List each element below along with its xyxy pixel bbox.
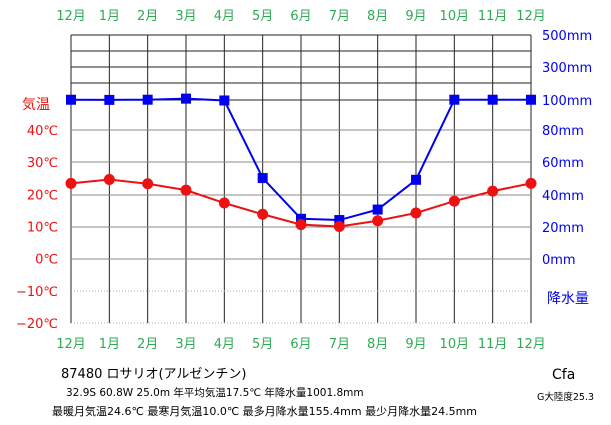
- month-label-bottom: 10月: [440, 337, 470, 352]
- climate-class: Cfa: [552, 367, 576, 383]
- precipitation-point: [219, 95, 230, 106]
- temperature-point: [525, 177, 537, 189]
- temperature-tick-label: −20℃: [16, 317, 58, 332]
- temperature-point: [142, 178, 154, 190]
- temperature-point: [180, 184, 192, 196]
- temperature-point: [295, 219, 307, 231]
- temperature-point: [103, 174, 115, 186]
- month-label-top: 6月: [290, 9, 311, 24]
- precipitation-tick-label: 300mm: [542, 61, 592, 76]
- temperature-point: [257, 208, 269, 220]
- precipitation-point: [181, 93, 191, 104]
- month-label-bottom: 12月: [516, 337, 546, 352]
- month-label-top: 11月: [478, 9, 508, 24]
- station-summary-line1: 32.9S 60.8W 25.0m 年平均気温17.5℃ 年降水量1001.8m…: [66, 387, 364, 399]
- month-label-bottom: 5月: [252, 337, 273, 352]
- station-name: 87480 ロサリオ(アルゼンチン): [61, 367, 247, 382]
- month-label-bottom: 8月: [367, 337, 388, 352]
- month-label-bottom: 7月: [329, 337, 350, 352]
- month-label-top: 7月: [329, 9, 350, 24]
- temperature-point: [65, 177, 77, 189]
- temperature-tick-label: 30℃: [27, 156, 58, 171]
- temperature-tick-label: 0℃: [35, 253, 58, 268]
- precipitation-tick-label: 60mm: [542, 156, 584, 171]
- precipitation-point: [66, 94, 76, 105]
- month-label-bottom: 9月: [405, 337, 426, 352]
- temperature-point: [487, 185, 499, 197]
- month-label-bottom: 3月: [175, 337, 196, 352]
- month-label-top: 8月: [367, 9, 388, 24]
- precipitation-point: [104, 94, 115, 105]
- precipitation-tick-label: 80mm: [542, 124, 584, 139]
- temperature-axis-title: 気温: [22, 97, 50, 113]
- month-label-bottom: 12月: [56, 337, 86, 352]
- precipitation-point: [334, 215, 345, 226]
- month-label-bottom: 2月: [137, 337, 158, 352]
- temperature-tick-label: 10℃: [27, 221, 58, 236]
- precipitation-tick-label: 500mm: [542, 29, 592, 44]
- precipitation-tick-label: 100mm: [542, 94, 592, 109]
- month-label-top: 4月: [214, 9, 235, 24]
- temperature-tick-label: −10℃: [16, 285, 58, 300]
- month-label-top: 9月: [405, 9, 426, 24]
- temperature-tick-label: 40℃: [27, 124, 58, 139]
- month-label-top: 2月: [137, 9, 158, 24]
- month-label-top: 5月: [252, 9, 273, 24]
- month-label-bottom: 6月: [290, 337, 311, 352]
- precipitation-point: [526, 94, 536, 105]
- month-label-top: 10月: [440, 9, 470, 24]
- precipitation-point: [449, 94, 460, 105]
- month-label-bottom: 11月: [478, 337, 508, 352]
- temperature-point: [448, 195, 460, 207]
- precipitation-point: [257, 173, 268, 184]
- chart-grid: [70, 34, 532, 324]
- precipitation-tick-label: 40mm: [542, 189, 584, 204]
- precipitation-axis-title: 降水量: [547, 291, 589, 307]
- temperature-point: [410, 207, 422, 219]
- temperature-tick-label: 20℃: [27, 188, 58, 203]
- precipitation-point: [372, 204, 383, 215]
- chart-series: [65, 93, 537, 232]
- month-label-top: 1月: [99, 9, 120, 24]
- month-label-top: 12月: [516, 9, 546, 24]
- month-label-bottom: 4月: [214, 337, 235, 352]
- station-summary-line2: 最暖月気温24.6℃ 最寒月気温10.0℃ 最多月降水量155.4mm 最少月降…: [52, 405, 478, 418]
- month-label-bottom: 1月: [99, 337, 120, 352]
- month-label-top: 3月: [175, 9, 196, 24]
- month-label-top: 12月: [56, 9, 86, 24]
- temperature-point: [333, 221, 345, 232]
- precipitation-tick-label: 20mm: [542, 221, 584, 236]
- precipitation-point: [487, 94, 498, 105]
- temperature-point: [218, 197, 230, 209]
- continentality-index: G大陸度25.3: [537, 392, 595, 403]
- precipitation-tick-label: 0mm: [542, 253, 576, 268]
- chart-axes: 12月 12月 1月 1月 2月 2月 3月 3月 4月 4月 5月 5月 6月 6月 7月 7月 8月 8月 9月…: [16, 9, 592, 352]
- precipitation-point: [411, 174, 421, 185]
- precipitation-point: [142, 94, 153, 105]
- precipitation-point: [296, 213, 306, 224]
- temperature-point: [372, 215, 384, 227]
